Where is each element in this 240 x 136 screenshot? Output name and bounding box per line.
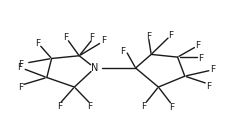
Text: F: F (195, 41, 201, 50)
Text: F: F (146, 33, 151, 41)
Text: F: F (168, 31, 173, 40)
Text: F: F (141, 102, 147, 111)
Text: F: F (169, 103, 174, 112)
Text: N: N (91, 63, 98, 73)
Text: F: F (89, 33, 94, 42)
Text: F: F (120, 47, 125, 55)
Text: F: F (63, 33, 68, 42)
Text: F: F (206, 82, 211, 91)
Text: F: F (87, 102, 93, 111)
Text: F: F (18, 83, 24, 92)
Text: F: F (17, 64, 22, 72)
Text: F: F (35, 39, 40, 48)
Text: F: F (18, 60, 23, 69)
Text: F: F (57, 102, 62, 111)
Text: F: F (210, 65, 215, 74)
Text: F: F (198, 54, 203, 63)
Text: F: F (101, 36, 106, 45)
